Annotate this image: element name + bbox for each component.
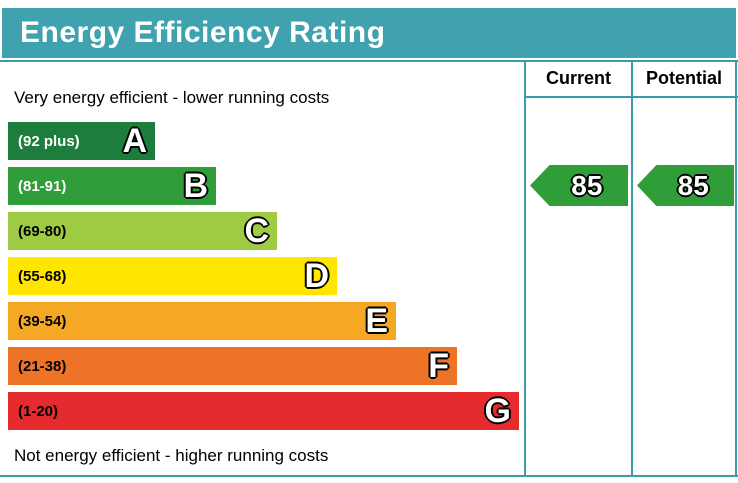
band-row-b: (81-91) B [8, 167, 216, 205]
potential-rating-value: 85 [677, 169, 709, 201]
potential-rating-arrow: 85 [637, 165, 734, 206]
band-row-g: (1-20) G [8, 392, 519, 430]
potential-column-left-border [631, 60, 633, 477]
band-range-label: (81-91) [18, 177, 67, 195]
chart-title-bar: Energy Efficiency Rating [2, 8, 736, 58]
current-column-left-border [524, 60, 526, 477]
band-letter: C [244, 212, 269, 250]
current-rating-value: 85 [571, 169, 603, 201]
band-range-label: (69-80) [18, 222, 67, 240]
band-row-e: (39-54) E [8, 302, 396, 340]
table-top-border [0, 60, 738, 62]
band-list: (92 plus) A (81-91) B (69-80) C (55-68) D (39-54… [8, 122, 519, 437]
band-letter: F [428, 347, 449, 385]
band-row-c: (69-80) C [8, 212, 277, 250]
band-row-d: (55-68) D [8, 257, 337, 295]
band-range-label: (21-38) [18, 357, 67, 375]
band-letter: B [183, 167, 208, 205]
band-letter: D [304, 257, 329, 295]
band-row-f: (21-38) F [8, 347, 457, 385]
potential-column-header: Potential [645, 68, 722, 88]
band-range-label: (55-68) [18, 267, 67, 285]
table-right-border [735, 60, 737, 477]
bottom-note: Not energy efficient - higher running co… [14, 446, 329, 465]
band-letter: E [365, 302, 388, 340]
current-rating-arrow: 85 [530, 165, 628, 206]
band-letter: A [122, 122, 147, 160]
top-note: Very energy efficient - lower running co… [14, 88, 330, 107]
band-range-label: (92 plus) [18, 132, 80, 150]
band-row-a: (92 plus) A [8, 122, 155, 160]
chart-title: Energy Efficiency Rating [20, 16, 386, 49]
current-column-header: Current [545, 68, 611, 88]
table-bottom-border [0, 475, 738, 477]
band-range-label: (1-20) [18, 402, 59, 420]
band-range-label: (39-54) [18, 312, 67, 330]
band-letter: G [484, 392, 511, 430]
